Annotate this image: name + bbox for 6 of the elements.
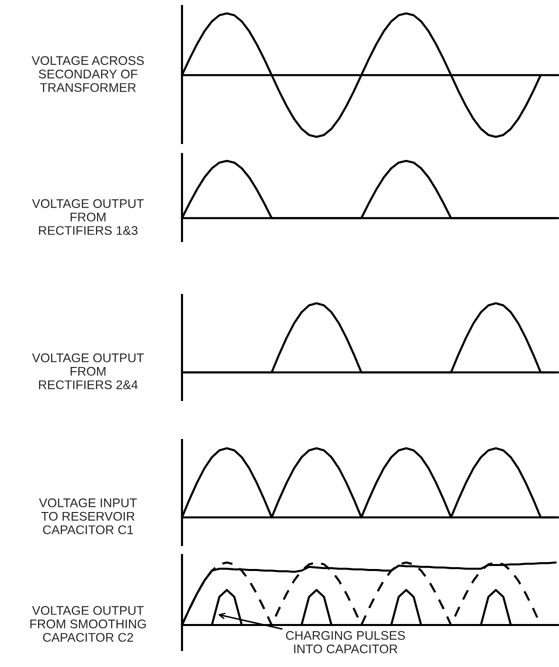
text: CHARGING PULSES INTO CAPACITOR (286, 631, 405, 654)
y-axis-title: VOLTAGE OUTPUT FROM RECTIFIERS 1&3 (32, 199, 144, 235)
y-axis-title: VOLTAGE INPUT TO RESERVOIR CAPACITOR C1 (38, 498, 137, 534)
y-axis-title: VOLTAGE OUTPUT FROM SMOOTHING CAPACITOR C2 (30, 606, 146, 642)
y-axis-title: VOLTAGE ACROSS SECONDARY OF TRANSFORMER (32, 56, 144, 92)
y-axis-title: VOLTAGE OUTPUT FROM RECTIFIERS 2&4 (32, 353, 144, 390)
